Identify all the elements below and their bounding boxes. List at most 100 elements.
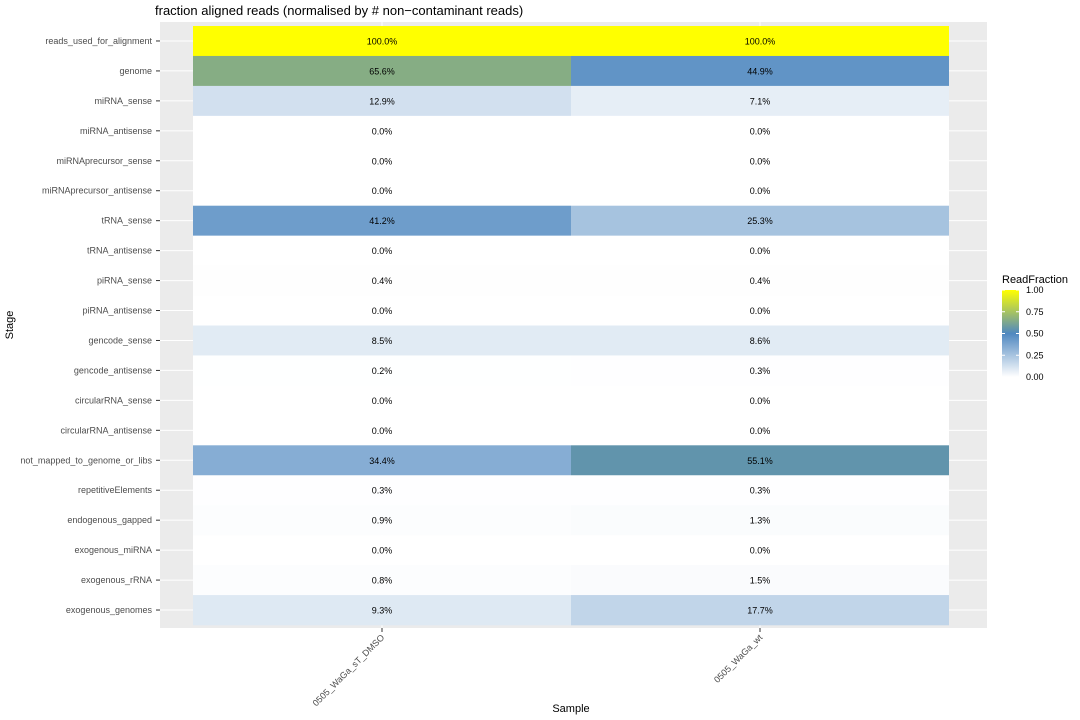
y-tick-label: circularRNA_antisense <box>60 425 152 435</box>
heatmap-cell <box>193 355 571 386</box>
cell-label: 8.6% <box>750 336 771 346</box>
y-tick-label: reads_used_for_alignment <box>45 36 152 46</box>
cell-label: 0.4% <box>372 276 393 286</box>
y-tick-label: piRNA_sense <box>97 276 152 286</box>
heatmap-cell <box>571 385 949 416</box>
y-tick-label: miRNAprecursor_sense <box>56 156 152 166</box>
cell-label: 0.0% <box>750 156 771 166</box>
y-tick-label: repetitiveElements <box>78 485 153 495</box>
heatmap-cell <box>571 175 949 206</box>
y-tick-label: miRNA_sense <box>94 96 152 106</box>
cell-label: 25.3% <box>747 216 773 226</box>
heatmap-cell <box>193 535 571 566</box>
heatmap-cell <box>571 55 949 87</box>
cell-label: 0.3% <box>372 486 393 496</box>
heatmap-cell <box>571 235 949 266</box>
y-tick-label: exogenous_genomes <box>66 605 153 615</box>
cell-label: 34.4% <box>369 456 395 466</box>
heatmap-cell <box>193 595 571 626</box>
heatmap-cell <box>571 565 949 596</box>
cell-label: 0.0% <box>750 396 771 406</box>
cell-label: 0.0% <box>372 306 393 316</box>
cell-label: 0.0% <box>372 396 393 406</box>
y-tick-label: tRNA_sense <box>101 216 152 226</box>
heatmap-cell <box>571 85 949 117</box>
y-tick-label: exogenous_rRNA <box>81 575 152 585</box>
heatmap-cell <box>571 445 949 476</box>
y-tick-label: gencode_antisense <box>74 365 152 375</box>
cell-label: 0.0% <box>750 306 771 316</box>
heatmap-cell <box>571 595 949 626</box>
heatmap-cell <box>193 235 571 266</box>
heatmap-cell <box>193 475 571 506</box>
heatmap-cell <box>193 325 571 356</box>
cell-label: 0.8% <box>372 576 393 586</box>
heatmap-cell <box>571 505 949 536</box>
cell-label: 0.0% <box>750 246 771 256</box>
heatmap-cell <box>193 265 571 296</box>
heatmap-cell <box>193 115 571 147</box>
cell-label: 7.1% <box>750 96 771 106</box>
heatmap-cell <box>571 115 949 147</box>
heatmap-cell <box>193 205 571 236</box>
y-tick-label: piRNA_antisense <box>82 306 152 316</box>
cell-label: 0.0% <box>750 126 771 136</box>
heatmap-cell <box>193 85 571 117</box>
heatmap-cell <box>193 26 571 57</box>
x-axis-title: Sample <box>552 703 589 715</box>
chart-title: fraction aligned reads (normalised by # … <box>155 3 523 18</box>
heatmap-cell <box>571 205 949 236</box>
cell-label: 8.5% <box>372 336 393 346</box>
legend-ticks: 1.00 0.75 0.50 0.25 0.00 <box>1002 285 1044 382</box>
cell-label: 0.3% <box>750 486 771 496</box>
heatmap-cell <box>571 145 949 177</box>
cell-label: 0.4% <box>750 276 771 286</box>
cell-label: 0.0% <box>750 426 771 436</box>
y-tick-label: genome <box>119 66 152 76</box>
cell-label: 1.5% <box>750 576 771 586</box>
heatmap-cell <box>571 325 949 356</box>
cell-label: 0.0% <box>372 126 393 136</box>
cell-label: 44.9% <box>747 66 773 76</box>
legend-tick-label: 0.00 <box>1026 372 1044 382</box>
cell-label: 0.0% <box>372 186 393 196</box>
legend-title: ReadFraction <box>1002 274 1068 286</box>
heatmap-cells <box>193 26 949 626</box>
cell-label: 17.7% <box>747 606 773 616</box>
cell-label: 0.3% <box>750 366 771 376</box>
heatmap-cell <box>571 475 949 506</box>
cell-label: 0.0% <box>372 426 393 436</box>
heatmap-cell <box>193 415 571 446</box>
cell-label: 55.1% <box>747 456 773 466</box>
legend-tick-label: 0.50 <box>1026 329 1044 339</box>
y-tick-label: not_mapped_to_genome_or_libs <box>20 455 152 465</box>
y-tick-label: tRNA_antisense <box>87 246 152 256</box>
y-tick-label: miRNA_antisense <box>80 126 152 136</box>
cell-label: 1.3% <box>750 516 771 526</box>
cell-label: 0.9% <box>372 516 393 526</box>
heatmap-cell <box>193 385 571 416</box>
heatmap-cell <box>571 355 949 386</box>
legend-tick-label: 0.25 <box>1026 350 1044 360</box>
heatmap-cell <box>571 415 949 446</box>
y-tick-label: endogenous_gapped <box>67 515 152 525</box>
x-axis: 0505_WaGa_sT_DMSO 0505_WaGa_wt <box>311 628 765 708</box>
cell-label: 0.0% <box>372 156 393 166</box>
y-tick-label: exogenous_miRNA <box>74 545 152 555</box>
y-tick-label: gencode_sense <box>88 335 152 345</box>
heatmap-cell <box>571 26 949 57</box>
heatmap-cell <box>193 55 571 87</box>
x-tick-label: 0505_WaGa_wt <box>712 632 765 685</box>
y-tick-label: circularRNA_sense <box>75 395 152 405</box>
heatmap-cell <box>193 565 571 596</box>
cell-label: 12.9% <box>369 96 395 106</box>
cell-labels: 100.0% 100.0% 65.6% 44.9% 12.9% 7.1% 0.0% 0.0% 0… <box>367 36 776 615</box>
cell-label: 0.0% <box>750 186 771 196</box>
cell-label: 0.0% <box>750 546 771 556</box>
heatmap-cell <box>193 295 571 326</box>
legend-tick-label: 1.00 <box>1026 285 1044 295</box>
x-tick-label: 0505_WaGa_sT_DMSO <box>311 632 387 708</box>
heatmap-cell <box>571 295 949 326</box>
